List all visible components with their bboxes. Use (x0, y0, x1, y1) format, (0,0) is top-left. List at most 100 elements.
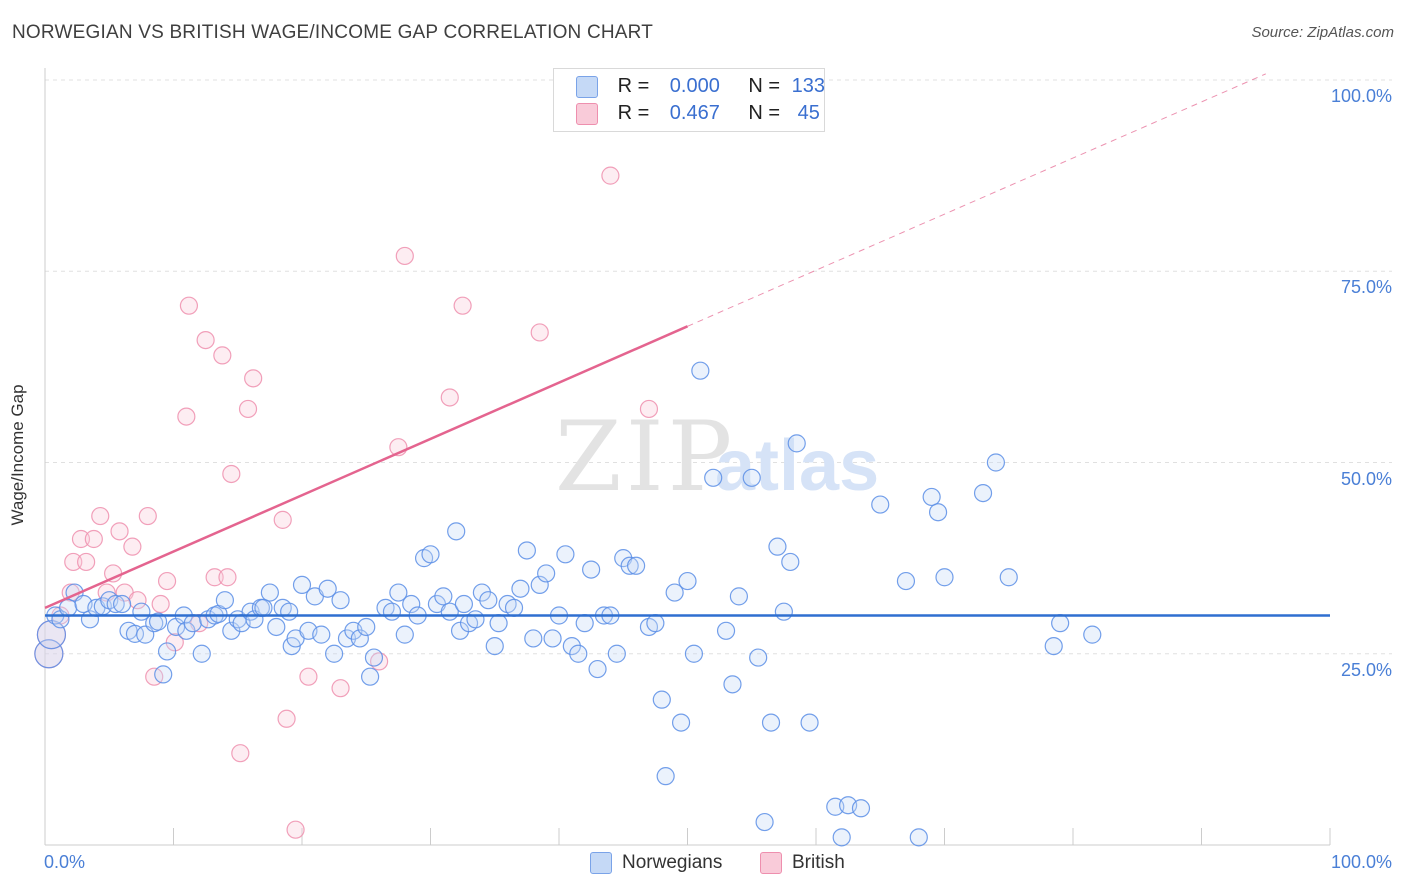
british-swatch (576, 102, 598, 125)
norwegian-point (511, 579, 530, 598)
norwegian-point (421, 545, 440, 564)
norwegian-point (909, 828, 928, 847)
norwegian-point (318, 579, 337, 598)
y-tick-label: 75.0% (1340, 277, 1392, 298)
norwegian-point (267, 617, 286, 637)
british-point (157, 571, 177, 591)
norwegian-point (34, 639, 64, 669)
norwegian-point (575, 614, 594, 633)
grid (45, 79, 1392, 655)
chart-title: NORWEGIAN VS BRITISH WAGE/INCOME GAP COR… (12, 22, 654, 43)
british-point (205, 568, 224, 587)
norwegian-point (292, 575, 312, 595)
norwegian-point (222, 621, 241, 640)
norwegian-point (192, 644, 211, 663)
norwegian-point (774, 602, 793, 621)
norwegian-point (556, 545, 575, 564)
british-point (231, 744, 250, 763)
norwegians-swatch (590, 852, 612, 874)
norwegian-point (157, 642, 177, 661)
norwegian-point (357, 617, 376, 637)
legend-label: Norwegians (622, 852, 723, 874)
norwegian-point (254, 598, 273, 617)
norwegian-point (656, 767, 675, 786)
norwegian-point (871, 495, 890, 514)
british-point (77, 552, 96, 572)
british-point (165, 633, 184, 652)
norwegian-point (389, 583, 408, 602)
bottom-legend-british: British (760, 852, 845, 874)
norwegian-point (569, 644, 588, 663)
norwegian-point (215, 591, 234, 610)
norwegian-point (678, 571, 697, 591)
norwegian-point (361, 667, 380, 686)
norwegian-point (620, 556, 639, 575)
british-point (601, 166, 620, 185)
norwegian-point (382, 602, 402, 621)
norwegian-point (466, 610, 485, 629)
british-point (151, 594, 170, 614)
norwegian-point (626, 556, 646, 575)
british-point (123, 537, 142, 556)
legend-row-british: R = 0.467 N = 45 (576, 102, 820, 126)
norwegian-point (749, 648, 768, 667)
norwegian-point (582, 560, 601, 579)
y-tick-label: 25.0% (1340, 659, 1392, 680)
british-point (299, 667, 318, 686)
norwegian-point (986, 453, 1006, 472)
stats-legend: R = 0.000 N = 133 R = 0.467 N = 45 (553, 68, 825, 132)
norwegian-point (454, 594, 474, 614)
legend-label: British (792, 852, 845, 874)
norwegian-point (742, 468, 761, 487)
british-point (128, 591, 147, 610)
y-tick-label: 100.0% (1330, 86, 1392, 106)
norwegian-point (59, 598, 78, 617)
norwegian-point (312, 625, 331, 644)
norwegian-point (768, 537, 787, 556)
norwegian-point (973, 484, 993, 503)
legend-n-label: N = (748, 102, 781, 124)
norwegian-point (447, 522, 466, 541)
norwegian-point (729, 587, 749, 606)
y-tick-label: 50.0% (1340, 468, 1392, 489)
norwegian-point (125, 624, 145, 643)
legend-r-value: 0.467 (669, 102, 720, 124)
norwegian-point (588, 659, 607, 679)
british-point (639, 399, 659, 419)
norwegian-point (489, 614, 508, 633)
british-point (64, 552, 83, 572)
british-point (110, 522, 129, 541)
norwegian-point (1044, 636, 1063, 656)
norwegian-point (154, 665, 173, 684)
trend-lines (44, 73, 1330, 617)
legend-r-value: 0.000 (669, 75, 720, 97)
norwegian-point (1083, 625, 1102, 644)
british-point (286, 820, 305, 839)
british-point (71, 529, 91, 549)
british-point (395, 246, 414, 266)
norwegians-swatch (576, 75, 598, 98)
bottom-legend-norwegians: Norwegians (590, 852, 722, 874)
norwegian-point (646, 614, 665, 633)
british-trend-line (44, 325, 689, 609)
norwegian-point (671, 713, 691, 732)
norwegian-point (364, 648, 384, 667)
norwegian-point (537, 564, 556, 583)
norwegian-point (350, 629, 369, 648)
norwegian-point (434, 587, 453, 606)
legend-r-label: R = (617, 75, 650, 97)
norwegian-point (704, 468, 723, 487)
norwegian-point (922, 487, 941, 507)
legend-n-value: 133 (791, 75, 825, 97)
legend-row-norwegians: R = 0.000 N = 133 (576, 75, 825, 99)
x-tick-max: 100.0% (1330, 852, 1392, 872)
norwegian-point (543, 629, 562, 648)
british-point (273, 510, 292, 529)
british-point (179, 296, 199, 315)
norwegian-point (1051, 614, 1070, 633)
legend-r-label: R = (617, 102, 650, 124)
british-point (91, 506, 110, 526)
norwegian-point (517, 541, 536, 560)
norwegian-point (851, 799, 871, 818)
norwegian-point (716, 621, 736, 640)
